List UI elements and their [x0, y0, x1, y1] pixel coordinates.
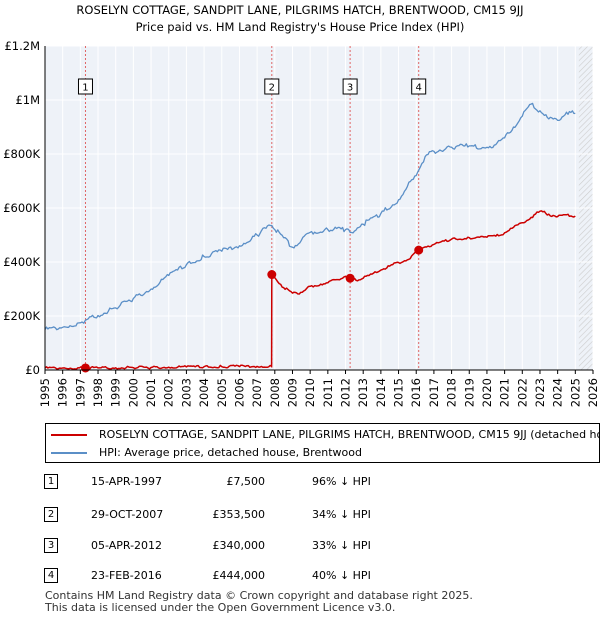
- table-row: 1 15-APR-1997 £7,500 96% ↓ HPI: [0, 472, 600, 492]
- transaction-price: £340,000: [212, 539, 266, 552]
- x-tick-label: 2016: [409, 378, 423, 407]
- x-tick-label: 2023: [533, 378, 547, 407]
- legend-swatch-property: [51, 434, 87, 436]
- x-tick-label: 1997: [73, 378, 87, 407]
- x-tick-label: 2006: [232, 378, 246, 407]
- transaction-hpi: 34% ↓ HPI: [312, 508, 371, 521]
- sale-marker-label: 4: [416, 83, 422, 94]
- transaction-price: £7,500: [226, 475, 266, 488]
- sale-marker-box: [77, 78, 93, 95]
- y-tick-label: £800K: [3, 147, 40, 161]
- property-series-line: [44, 210, 576, 370]
- x-tick-label: 2019: [462, 378, 476, 407]
- sale-marker-label: 2: [269, 83, 275, 94]
- x-tick-label: 2009: [285, 378, 299, 407]
- x-tick-label: 2010: [303, 378, 317, 407]
- transaction-hpi: 33% ↓ HPI: [312, 539, 371, 552]
- table-row: 3 05-APR-2012 £340,000 33% ↓ HPI: [0, 536, 600, 556]
- transaction-number: 1: [44, 474, 58, 489]
- table-row: 2 29-OCT-2007 £353,500 34% ↓ HPI: [0, 505, 600, 525]
- footer-license: This data is licensed under the Open Gov…: [45, 601, 396, 614]
- sale-marker-box: [411, 78, 427, 95]
- sale-point: [345, 273, 355, 283]
- x-tick-label: 2026: [586, 378, 600, 407]
- legend: ROSELYN COTTAGE, SANDPIT LANE, PILGRIMS …: [45, 423, 600, 463]
- y-tick-label: £1.2M: [4, 39, 40, 53]
- x-tick-label: 2013: [356, 378, 370, 407]
- sale-point: [80, 363, 90, 373]
- transaction-date: 23-FEB-2016: [91, 569, 162, 582]
- x-tick-label: 2018: [445, 378, 459, 407]
- x-tick-label: 2001: [144, 378, 158, 407]
- legend-label-hpi: HPI: Average price, detached house, Bren…: [99, 446, 362, 459]
- transaction-hpi: 96% ↓ HPI: [312, 475, 371, 488]
- table-row: 4 23-FEB-2016 £444,000 40% ↓ HPI: [0, 566, 600, 586]
- y-tick-label: £0: [25, 363, 40, 377]
- y-tick-label: £400K: [3, 255, 40, 269]
- sale-point: [414, 245, 424, 255]
- x-tick-label: 1999: [109, 378, 123, 407]
- y-tick-label: £200K: [3, 309, 40, 323]
- x-tick-label: 2021: [498, 378, 512, 407]
- sale-marker-box: [342, 78, 358, 95]
- footer: Contains HM Land Registry data © Crown c…: [45, 590, 473, 614]
- x-tick-label: 1996: [56, 378, 70, 407]
- transaction-date: 15-APR-1997: [91, 475, 163, 488]
- x-tick-label: 2025: [568, 378, 582, 407]
- sale-marker-label: 3: [347, 83, 353, 94]
- y-tick-label: £1M: [15, 93, 40, 107]
- x-tick-label: 2022: [515, 378, 529, 407]
- chart-title: ROSELYN COTTAGE, SANDPIT LANE, PILGRIMS …: [76, 3, 523, 17]
- y-tick-label: £600K: [3, 201, 40, 215]
- x-tick-label: 2020: [480, 378, 494, 407]
- x-tick-label: 2011: [321, 378, 335, 407]
- x-tick-label: 2008: [268, 378, 282, 407]
- x-tick-label: 2005: [215, 378, 229, 407]
- sale-marker-box: [264, 78, 280, 95]
- x-tick-label: 2004: [197, 378, 211, 407]
- x-tick-label: 2015: [392, 378, 406, 407]
- transaction-number: 2: [44, 507, 58, 522]
- chart-subtitle: Price paid vs. HM Land Registry's House …: [136, 20, 465, 34]
- x-tick-label: 2007: [250, 378, 264, 407]
- hpi-series-line: [44, 102, 576, 331]
- transaction-date: 05-APR-2012: [91, 539, 163, 552]
- transaction-date: 29-OCT-2007: [91, 508, 164, 521]
- transaction-price: £444,000: [212, 569, 266, 582]
- price-chart: ROSELYN COTTAGE, SANDPIT LANE, PILGRIMS …: [3, 3, 600, 407]
- transaction-number: 3: [44, 538, 58, 553]
- x-tick-label: 1998: [91, 378, 105, 407]
- x-tick-label: 2017: [427, 378, 441, 407]
- x-tick-label: 2003: [179, 378, 193, 407]
- x-tick-label: 2002: [162, 378, 176, 407]
- sale-point: [267, 270, 277, 280]
- footer-copyright: Contains HM Land Registry data © Crown c…: [45, 589, 473, 602]
- legend-label-property: ROSELYN COTTAGE, SANDPIT LANE, PILGRIMS …: [99, 428, 600, 441]
- transaction-number: 4: [44, 568, 58, 583]
- sale-marker-label: 1: [82, 83, 88, 94]
- x-tick-label: 2024: [551, 378, 565, 407]
- x-tick-label: 2000: [126, 378, 140, 407]
- transaction-price: £353,500: [212, 508, 266, 521]
- transaction-hpi: 40% ↓ HPI: [312, 569, 371, 582]
- legend-swatch-hpi: [51, 452, 87, 454]
- x-tick-label: 2012: [339, 378, 353, 407]
- x-tick-label: 2014: [374, 378, 388, 407]
- x-tick-label: 1995: [38, 378, 52, 407]
